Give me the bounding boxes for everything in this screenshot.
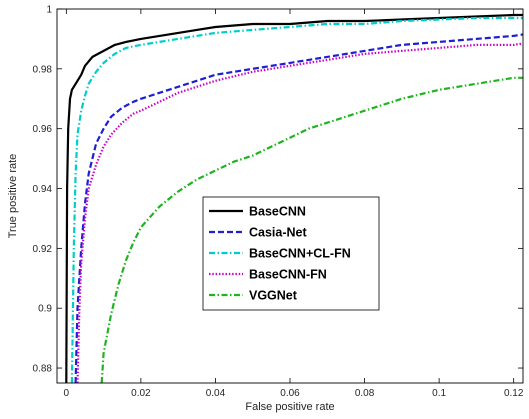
x-tick-label: 0 — [64, 388, 70, 399]
y-tick-label: 0.92 — [33, 244, 53, 255]
legend: BaseCNN Casia-Net BaseCNN+CL-FN BaseCNN-FN V… — [202, 196, 380, 311]
series-line-casia-net — [74, 33, 523, 383]
series-line-basecnn-cl-fn — [70, 16, 523, 383]
series-layer — [65, 13, 523, 383]
x-tick-label: 0.04 — [206, 388, 226, 399]
y-tick-label: 1 — [46, 5, 52, 16]
series-line-basecnn-fn — [76, 42, 523, 383]
legend-label: BaseCNN+CL-FN — [249, 247, 351, 261]
x-tick-label: 0.08 — [355, 388, 375, 399]
ticks-layer: 0 0.02 0.04 0.06 0.08 0.1 0.12 0.88 0.9 0.92 0.94 0… — [33, 5, 524, 400]
series-line-vggnet — [100, 76, 523, 383]
legend-label: VGGNet — [249, 289, 298, 303]
x-tick-label: 0.02 — [131, 388, 151, 399]
y-tick-label: 0.96 — [33, 124, 53, 135]
y-tick-label: 0.98 — [33, 64, 53, 75]
x-tick-label: 0.06 — [280, 388, 300, 399]
legend-box — [202, 196, 380, 311]
legend-label: BaseCNN — [249, 205, 306, 219]
legend-label: Casia-Net — [249, 226, 307, 240]
series-line-basecnn — [65, 13, 523, 383]
y-tick-label: 0.94 — [33, 184, 53, 195]
legend-label: BaseCNN-FN — [249, 268, 327, 282]
y-tick-label: 0.88 — [33, 364, 53, 375]
x-tick-label: 0.12 — [504, 388, 524, 399]
y-axis-title: True positive rate — [7, 154, 19, 239]
y-tick-label: 0.9 — [38, 304, 52, 315]
x-tick-label: 0.1 — [432, 388, 446, 399]
x-axis-title: False positive rate — [245, 401, 334, 413]
